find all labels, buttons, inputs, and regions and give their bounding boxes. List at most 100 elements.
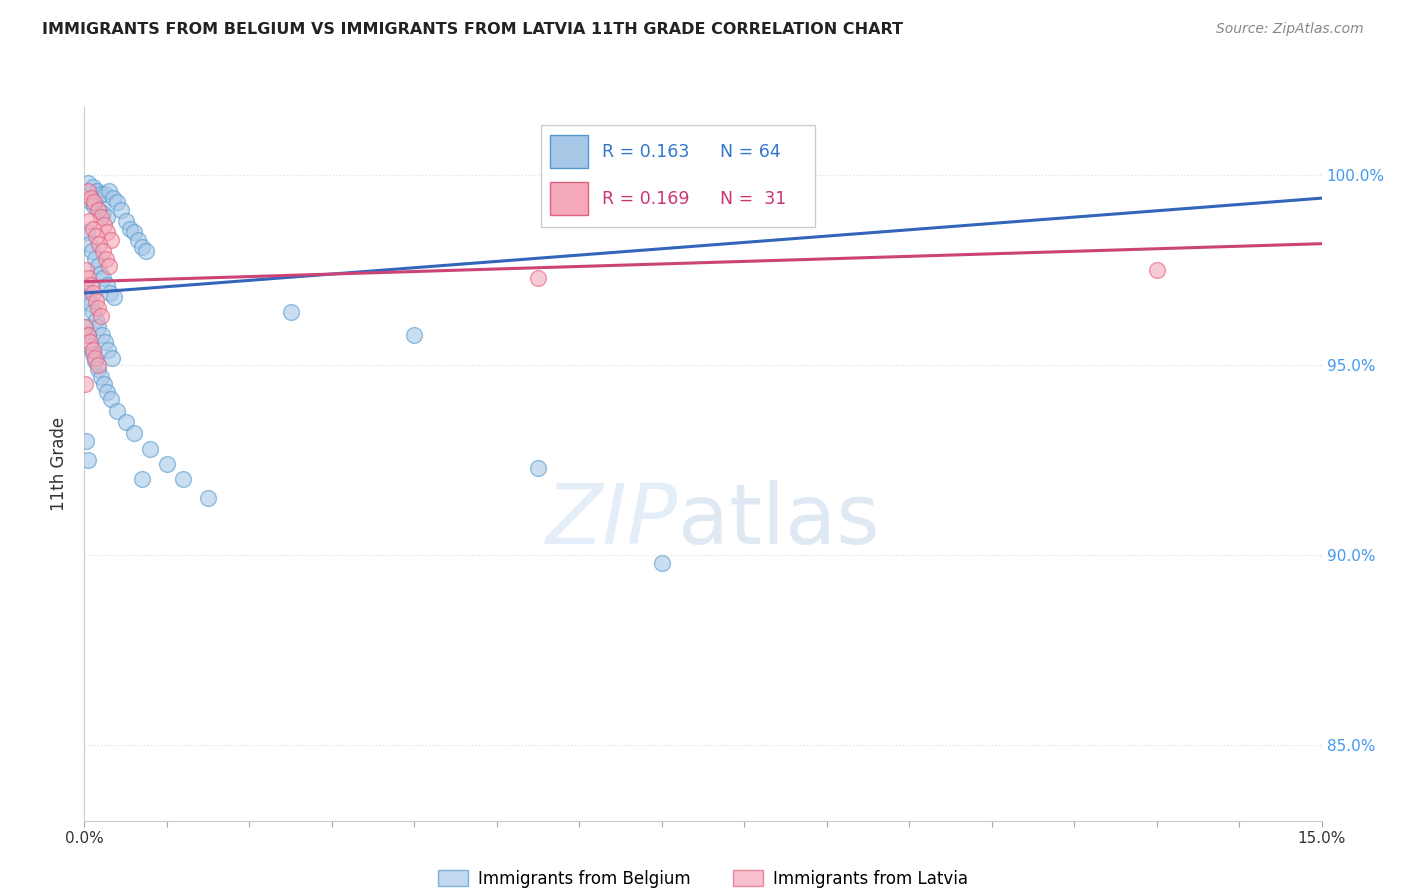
- Point: [87, 320, 110, 334]
- Point: [77, 453, 100, 467]
- Point: [91, 206, 114, 220]
- Point: [82, 286, 104, 301]
- Point: [75, 434, 97, 448]
- Point: [75, 377, 97, 392]
- Point: [86, 260, 108, 274]
- Point: [79, 339, 101, 353]
- Point: [77, 270, 100, 285]
- Point: [122, 426, 145, 441]
- Text: IMMIGRANTS FROM BELGIUM VS IMMIGRANTS FROM LATVIA 11TH GRADE CORRELATION CHART: IMMIGRANTS FROM BELGIUM VS IMMIGRANTS FR…: [42, 22, 903, 37]
- Point: [82, 347, 104, 361]
- Point: [83, 194, 105, 209]
- Point: [98, 286, 121, 301]
- Point: [156, 457, 179, 471]
- Text: N = 64: N = 64: [720, 143, 780, 161]
- Point: [89, 267, 111, 281]
- Point: [404, 327, 426, 342]
- Point: [100, 351, 122, 365]
- Point: [100, 392, 122, 407]
- Point: [79, 214, 101, 228]
- Point: [135, 244, 157, 259]
- Point: [90, 187, 112, 202]
- Point: [96, 384, 118, 399]
- Point: [75, 282, 97, 296]
- Point: [114, 214, 136, 228]
- Point: [96, 278, 118, 293]
- Point: [76, 225, 98, 239]
- Point: [84, 312, 107, 326]
- Legend: Immigrants from Belgium, Immigrants from Latvia: Immigrants from Belgium, Immigrants from…: [432, 863, 974, 892]
- Point: [1146, 263, 1168, 277]
- Point: [131, 240, 153, 254]
- Point: [90, 327, 112, 342]
- Point: [103, 191, 125, 205]
- Point: [82, 343, 104, 357]
- Point: [83, 199, 105, 213]
- Point: [105, 403, 128, 417]
- Point: [77, 290, 100, 304]
- Point: [105, 194, 128, 209]
- Point: [82, 179, 104, 194]
- Point: [79, 335, 101, 350]
- Point: [96, 225, 118, 239]
- Point: [84, 293, 107, 308]
- Point: [93, 377, 115, 392]
- Point: [80, 278, 103, 293]
- Point: [94, 187, 117, 202]
- Point: [131, 472, 153, 486]
- Point: [84, 229, 107, 244]
- Point: [197, 491, 219, 505]
- Point: [82, 305, 104, 319]
- Point: [94, 252, 117, 266]
- Point: [86, 358, 108, 372]
- Point: [84, 351, 107, 365]
- Point: [89, 202, 111, 217]
- Point: [96, 210, 118, 224]
- Text: N =  31: N = 31: [720, 190, 786, 208]
- Text: Source: ZipAtlas.com: Source: ZipAtlas.com: [1216, 22, 1364, 37]
- Point: [86, 202, 108, 217]
- Point: [77, 176, 100, 190]
- Text: R = 0.169: R = 0.169: [602, 190, 689, 208]
- FancyBboxPatch shape: [550, 182, 588, 215]
- Point: [93, 218, 115, 232]
- Point: [127, 233, 149, 247]
- Point: [86, 362, 108, 376]
- Point: [79, 236, 101, 251]
- Point: [76, 327, 98, 342]
- Point: [75, 263, 97, 277]
- Point: [280, 305, 302, 319]
- Point: [110, 202, 132, 217]
- Point: [91, 270, 114, 285]
- Point: [75, 320, 97, 334]
- Point: [97, 343, 120, 357]
- Point: [94, 335, 117, 350]
- Point: [80, 191, 103, 205]
- Point: [87, 301, 110, 316]
- Point: [651, 556, 673, 570]
- Point: [172, 472, 194, 486]
- Point: [82, 221, 104, 235]
- Point: [89, 236, 111, 251]
- Point: [80, 297, 103, 311]
- Point: [98, 260, 121, 274]
- Point: [122, 225, 145, 239]
- Point: [98, 184, 121, 198]
- Point: [139, 442, 162, 456]
- Point: [90, 309, 112, 323]
- Point: [114, 415, 136, 429]
- Point: [76, 327, 98, 342]
- Y-axis label: 11th Grade: 11th Grade: [51, 417, 69, 511]
- Point: [527, 270, 550, 285]
- Text: R = 0.163: R = 0.163: [602, 143, 689, 161]
- Point: [80, 194, 103, 209]
- Text: ZIP: ZIP: [547, 481, 678, 561]
- Point: [86, 184, 108, 198]
- FancyBboxPatch shape: [541, 125, 815, 227]
- Text: atlas: atlas: [678, 481, 880, 561]
- Point: [84, 354, 107, 368]
- FancyBboxPatch shape: [550, 136, 588, 168]
- Point: [100, 233, 122, 247]
- Point: [91, 244, 114, 259]
- Point: [76, 184, 98, 198]
